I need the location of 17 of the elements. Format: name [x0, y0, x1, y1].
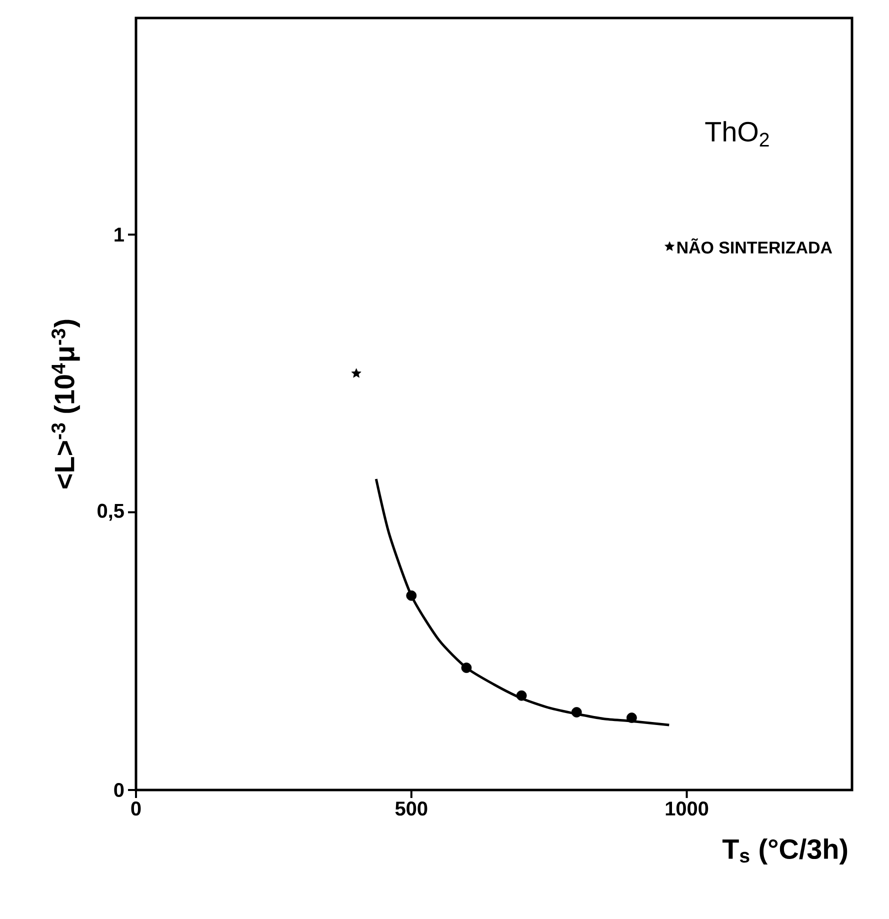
- x-tick-label: 0: [131, 802, 141, 816]
- point: [626, 712, 637, 723]
- point: [406, 590, 417, 601]
- y-tick-label: 0: [114, 782, 124, 798]
- y-tick-label: 0,5: [98, 504, 124, 521]
- y-tick-label: 1: [114, 228, 124, 242]
- x-tick-label: 1000: [666, 802, 708, 816]
- annotation: ThO$_{2}$: [705, 121, 769, 146]
- point: [351, 368, 362, 378]
- point: [571, 707, 582, 718]
- point: [516, 690, 527, 701]
- line-series: [374, 478, 670, 726]
- point: [461, 662, 472, 674]
- legend-label: NÃO SINTERIZADA: [677, 238, 832, 254]
- x-axis-title: T$_{s}$ (°C/3h): [722, 838, 848, 865]
- y-axis-title: <L>$^{-3}$ (10$^{4}$μ$^{-3}$): [52, 320, 80, 488]
- x-tick-label: 500: [395, 802, 428, 816]
